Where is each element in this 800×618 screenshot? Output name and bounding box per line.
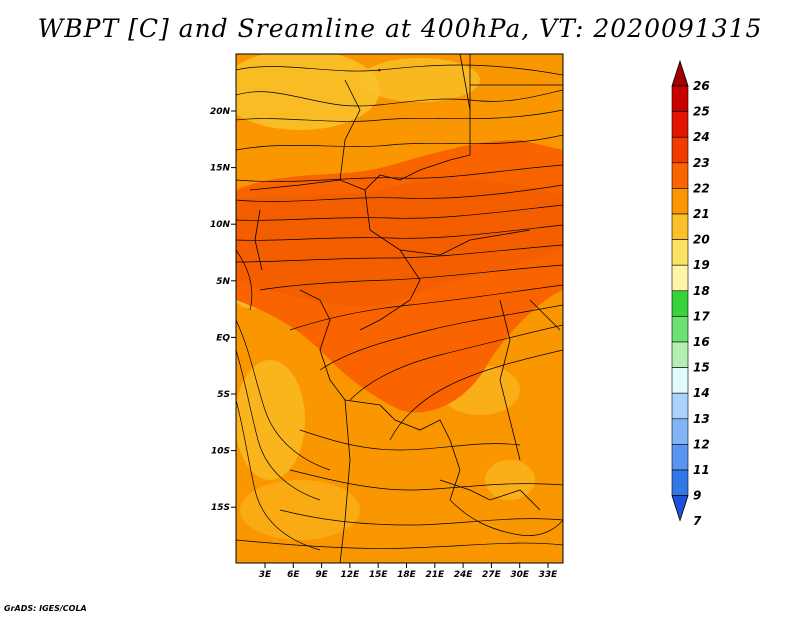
- colorbar-segment: [671, 290, 689, 317]
- colorbar-segment: [671, 444, 689, 471]
- map-frame: [235, 53, 564, 564]
- colorbar: 26 25 24 23 22 21 20 19 18 17 16 15 14 13 12 11 9 7: [671, 59, 710, 528]
- colorbar-label: 21: [693, 207, 710, 221]
- lon-label: 9E: [315, 570, 328, 580]
- lon-label: 21E: [425, 570, 445, 580]
- colorbar-segment: [671, 392, 689, 420]
- colorbar-segment: [671, 469, 689, 496]
- colorbar-segment: [671, 341, 689, 368]
- lon-label: 18E: [397, 570, 417, 580]
- colorbar-label: 9: [693, 489, 701, 503]
- latitude-axis: 20N 15N 10N 5N EQ 5S 10S 15S: [210, 107, 236, 513]
- colorbar-segment: [671, 367, 689, 394]
- lat-label: 15N: [210, 164, 231, 174]
- colorbar-segment: [671, 85, 689, 112]
- colorbar-segment: [671, 264, 689, 292]
- colorbar-label: 25: [693, 105, 710, 119]
- colorbar-label: 17: [693, 309, 710, 323]
- lon-label: 33E: [539, 570, 559, 580]
- lat-label: 15S: [211, 503, 230, 513]
- lon-label: 6E: [287, 570, 300, 580]
- lat-label: EQ: [216, 333, 230, 343]
- colorbar-segment: [671, 418, 689, 445]
- colorbar-label: 14: [693, 386, 710, 400]
- lon-label: 30E: [510, 570, 530, 580]
- colorbar-top-arrow: [671, 59, 689, 87]
- colorbar-label: 7: [693, 514, 702, 528]
- colorbar-bottom-arrow: [671, 495, 689, 522]
- colorbar-segment: [671, 316, 689, 343]
- colorbar-label: 12: [693, 437, 710, 451]
- colorbar-segment: [671, 162, 689, 189]
- lon-label: 12E: [341, 570, 361, 580]
- lat-label: 5S: [217, 390, 230, 400]
- colorbar-segment: [671, 188, 689, 215]
- lon-label: 15E: [369, 570, 389, 580]
- lat-label: 10N: [210, 220, 231, 230]
- colorbar-label: 15: [693, 361, 710, 375]
- lat-label: 20N: [210, 107, 231, 117]
- colorbar-segment: [671, 213, 689, 240]
- lon-label: 27E: [482, 570, 502, 580]
- colorbar-label: 13: [693, 412, 710, 426]
- grads-credit: GrADS: IGES/COLA: [4, 604, 87, 613]
- colorbar-label: 23: [693, 156, 710, 170]
- country-borders: [249, 54, 563, 563]
- lon-label: 24E: [454, 570, 474, 580]
- chart-title: WBPT [C] and Sreamline at 400hPa, VT: 20…: [37, 14, 763, 43]
- colorbar-label: 11: [693, 463, 710, 477]
- colorbar-label: 24: [693, 130, 710, 144]
- colorbar-segment: [671, 111, 689, 138]
- wbpt-field: [236, 54, 563, 563]
- lat-label: 10S: [211, 447, 230, 457]
- longitude-axis: 3E 6E 9E 12E 15E 18E 21E 24E 27E 30E 33E: [259, 563, 558, 580]
- colorbar-label: 16: [693, 335, 710, 349]
- lon-label: 3E: [259, 570, 272, 580]
- colorbar-segment: [671, 239, 689, 266]
- colorbar-label: 22: [693, 181, 710, 195]
- streamlines: [236, 64, 563, 551]
- colorbar-label: 26: [693, 79, 710, 93]
- colorbar-label: 20: [693, 233, 710, 247]
- colorbar-label: 18: [693, 284, 710, 298]
- colorbar-label: 19: [693, 258, 710, 272]
- colorbar-segment: [671, 136, 689, 164]
- lat-label: 5N: [216, 277, 230, 287]
